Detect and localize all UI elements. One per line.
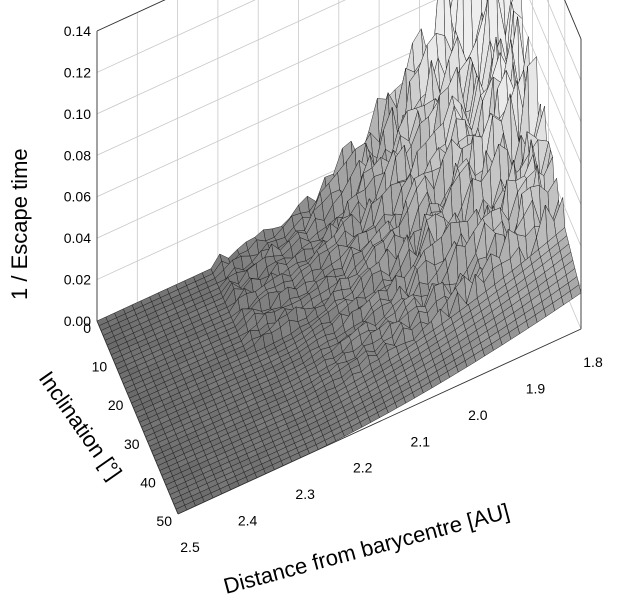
x-tick-label: 2.3 <box>295 486 315 502</box>
z-tick-label: 0.10 <box>64 106 91 122</box>
y-tick-label: 30 <box>124 436 140 452</box>
y-tick-label: 40 <box>140 474 156 490</box>
z-tick-label: 0.12 <box>64 64 91 80</box>
surface-mesh <box>96 0 582 515</box>
x-tick-label: 1.9 <box>526 380 546 396</box>
x-tick-label: 2.2 <box>353 460 373 476</box>
grid-line <box>96 0 256 73</box>
x-tick-label: 1.8 <box>583 354 603 370</box>
z-tick-label: 0.06 <box>64 189 91 205</box>
x-tick-label: 2.0 <box>468 407 488 423</box>
x-axis-label: Distance from barycentre [AU] <box>221 498 512 598</box>
z-tick-label: 0.02 <box>64 272 91 288</box>
chart-frame <box>96 0 582 515</box>
x-tick-label: 2.1 <box>411 433 431 449</box>
x-tick-label: 2.5 <box>180 539 200 555</box>
y-tick-labels: 0 10 20 30 40 50 <box>83 320 172 529</box>
z-tick-label: 0.08 <box>64 147 91 163</box>
z-axis-label: 1 / Escape time <box>7 148 32 300</box>
z-tick-label: 0.04 <box>64 230 91 246</box>
x-tick-labels: 2.5 2.4 2.3 2.2 2.1 2.0 1.9 1.8 <box>180 354 603 555</box>
y-tick-label: 0 <box>83 320 91 336</box>
x-tick-label: 2.4 <box>238 513 258 529</box>
y-axis-label: Inclination [°] <box>34 367 127 485</box>
z-tick-label: 0.00 <box>64 313 91 329</box>
frame-line <box>96 0 166 32</box>
z-tick-label: 0.14 <box>64 23 91 39</box>
surface-facet <box>298 195 310 214</box>
y-tick-label: 20 <box>108 397 124 413</box>
y-tick-label: 10 <box>92 359 108 375</box>
frame-line <box>564 0 582 40</box>
frame-line <box>96 320 179 515</box>
z-tick-labels: 0.00 0.02 0.04 0.06 0.08 0.10 0.12 0.14 <box>64 23 91 329</box>
grid-line <box>546 0 582 81</box>
frame-line <box>177 328 582 515</box>
y-tick-label: 50 <box>156 513 172 529</box>
grid-line <box>529 0 582 123</box>
